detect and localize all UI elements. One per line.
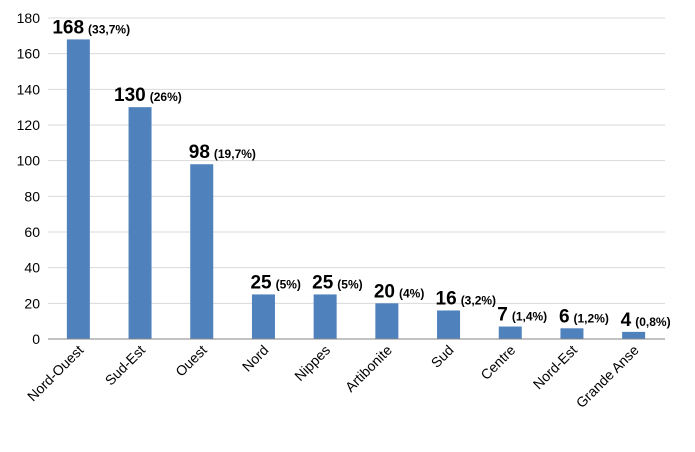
data-label: 168 (33,7%) [52, 17, 130, 38]
bar-nippes [313, 294, 337, 339]
x-axis-categories: Nord-Ouest Sud-Est Ouest Nord Nippes Artiboni… [24, 342, 642, 411]
x-category-label: Nord-Est [530, 342, 580, 392]
value-label: 98 [189, 142, 210, 163]
value-label: 16 [436, 288, 457, 309]
value-label: 6 [559, 306, 570, 327]
data-label: 98 (19,7%) [189, 142, 256, 163]
data-label: 4 (0,8%) [621, 310, 671, 331]
value-label: 168 [52, 17, 84, 38]
x-category-label: Sud-Est [102, 342, 149, 389]
percent-label: (19,7%) [214, 147, 256, 161]
percent-label: (33,7%) [88, 22, 130, 36]
value-label: 25 [250, 272, 272, 293]
x-category-label: Ouest [172, 342, 210, 380]
data-label: 130 (26%) [114, 85, 182, 106]
value-label: 25 [312, 272, 334, 293]
bar-sud-est [128, 107, 152, 340]
bar-sud [437, 310, 461, 339]
y-tick-label: 80 [24, 188, 40, 204]
y-tick-label: 100 [17, 153, 41, 169]
percent-label: (4%) [399, 286, 424, 300]
y-tick-label: 160 [17, 46, 41, 62]
bar-ouest [190, 164, 214, 339]
data-label: 20 (4%) [374, 281, 424, 302]
percent-label: (5%) [337, 277, 362, 291]
value-label: 20 [374, 281, 395, 302]
bar-centre [498, 326, 522, 339]
bar-artibonite [375, 303, 399, 339]
y-tick-label: 0 [32, 331, 40, 347]
percent-label: (1,2%) [574, 311, 609, 325]
y-tick-label: 60 [24, 224, 40, 240]
value-label: 130 [114, 85, 146, 106]
percent-label: (0,8%) [635, 315, 670, 329]
y-tick-label: 120 [17, 117, 41, 133]
bar-nord [251, 294, 275, 339]
percent-label: (3,2%) [461, 293, 496, 307]
data-label: 16 (3,2%) [436, 288, 496, 309]
y-tick-label: 180 [17, 10, 41, 26]
y-tick-label: 40 [24, 260, 40, 276]
bar-nord-ouest [66, 39, 90, 340]
y-axis-ticks: 0 20 40 60 80 100 120 140 160 180 [17, 10, 41, 347]
x-category-label: Nippes [291, 342, 333, 384]
value-label: 7 [497, 305, 508, 326]
data-label: 6 (1,2%) [559, 306, 609, 327]
bar-nord-est [560, 328, 584, 339]
x-category-label: Centre [477, 342, 518, 383]
bars [66, 39, 646, 340]
y-tick-label: 20 [24, 295, 40, 311]
bar-grande-anse [622, 331, 646, 339]
y-tick-label: 140 [17, 81, 41, 97]
x-category-label: Nord-Ouest [24, 342, 87, 405]
value-label: 4 [621, 310, 632, 331]
data-label: 7 (1,4%) [497, 305, 547, 326]
percent-label: (26%) [150, 90, 182, 104]
data-label: 25 (5%) [312, 272, 362, 293]
x-category-label: Nord [239, 342, 272, 375]
x-category-label: Grande Anse [573, 342, 642, 411]
x-category-label: Sud [428, 342, 457, 371]
percent-label: (5%) [276, 277, 301, 291]
x-category-label: Artibonite [342, 342, 395, 395]
data-labels: 168 (33,7%)130 (26%)98 (19,7%)25 (5%) 25 (5%) 2… [52, 17, 670, 330]
percent-label: (1,4%) [512, 310, 547, 324]
data-label: 25 (5%) [250, 272, 300, 293]
